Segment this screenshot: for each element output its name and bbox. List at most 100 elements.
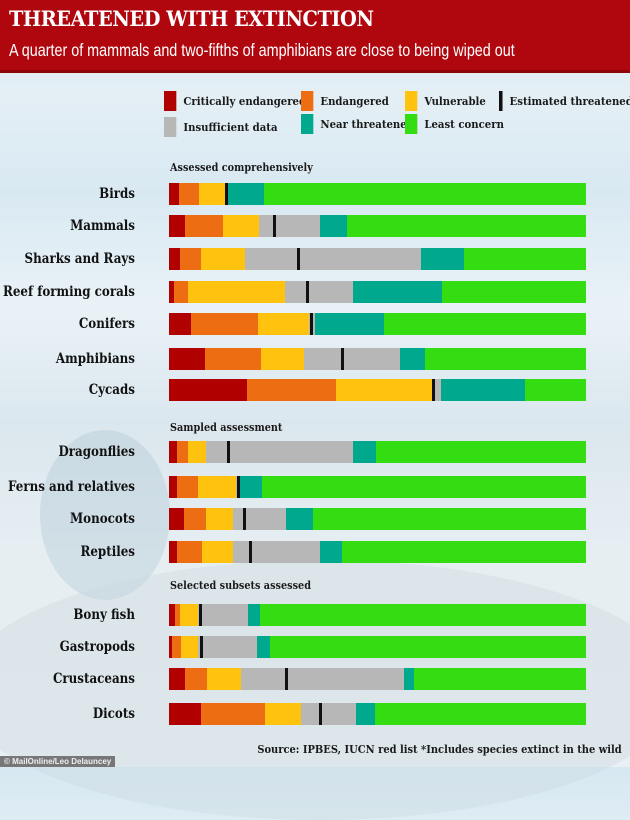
- segment-least-concern: [463, 248, 586, 270]
- segment-endangered: [201, 703, 265, 725]
- segment-critically-endangered: [169, 313, 192, 335]
- segment-vulnerable: [199, 183, 225, 205]
- segment-endangered: [204, 348, 261, 370]
- segment-vulnerable: [200, 248, 245, 270]
- segment-insufficient-data: [197, 604, 248, 626]
- segment-critically-endangered: [169, 379, 247, 401]
- segment-vulnerable: [187, 441, 206, 463]
- segment-insufficient-data: [258, 215, 320, 237]
- segment-vulnerable: [260, 348, 304, 370]
- legend-label: Near threatened: [320, 117, 414, 131]
- estimated-threatened-swatch: [499, 91, 503, 111]
- legend-label: Endangered: [320, 94, 389, 108]
- segment-insufficient-data: [198, 636, 257, 658]
- least-concern-swatch: [405, 114, 418, 134]
- segment-near-threatened: [314, 313, 384, 335]
- row-label-dragonflies: Dragonflies: [58, 444, 135, 460]
- segment-least-concern: [261, 476, 586, 498]
- legend-label: Insufficient data: [183, 120, 278, 134]
- segment-near-threatened: [420, 248, 464, 270]
- segment-near-threatened: [247, 604, 260, 626]
- segment-endangered: [171, 636, 182, 658]
- segment-near-threatened: [440, 379, 525, 401]
- row-label-reef-forming-corals: Reef forming corals: [2, 284, 136, 300]
- segment-endangered: [176, 476, 198, 498]
- bar-mammals: [169, 215, 586, 237]
- segment-least-concern: [424, 348, 586, 370]
- segment-critically-endangered: [169, 668, 185, 690]
- bar-dragonflies: [169, 441, 586, 463]
- section-label-sampled-assessment: Sampled assessment: [170, 421, 283, 434]
- row-label-cycads: Cycads: [88, 382, 135, 398]
- bar-ferns-and-relatives: [169, 476, 586, 498]
- estimated-threatened-marker: [310, 313, 314, 335]
- estimated-threatened-marker: [285, 668, 289, 690]
- bar-conifers: [169, 313, 586, 335]
- segment-vulnerable: [179, 604, 198, 626]
- segment-least-concern: [342, 541, 586, 563]
- segment-least-concern: [259, 604, 586, 626]
- legend-item-insufficient-data: Insufficient data: [164, 117, 278, 137]
- bar-monocots: [169, 508, 586, 530]
- row-label-bony-fish: Bony fish: [73, 607, 135, 623]
- segment-vulnerable: [258, 313, 310, 335]
- vulnerable-swatch: [405, 91, 418, 111]
- segment-insufficient-data: [232, 541, 320, 563]
- segment-critically-endangered: [169, 215, 185, 237]
- legend-item-near-threatened: Near threatened: [301, 114, 414, 134]
- segment-near-threatened: [238, 476, 262, 498]
- segment-near-threatened: [399, 348, 425, 370]
- segment-critically-endangered: [169, 476, 177, 498]
- segment-insufficient-data: [244, 248, 421, 270]
- legend-item-least-concern: Least concern: [405, 114, 504, 134]
- bar-crustaceans: [169, 668, 586, 690]
- section-label-selected-subsets-assessed: Selected subsets assessed: [170, 579, 311, 592]
- legend-item-estimated-threatened: Estimated threatened: [499, 91, 630, 111]
- segment-critically-endangered: [169, 604, 175, 626]
- segment-near-threatened: [286, 508, 314, 530]
- estimated-threatened-marker: [318, 703, 322, 725]
- photo-credit: © MailOnline/Leo Delauncey: [0, 756, 116, 767]
- segment-endangered: [184, 668, 207, 690]
- legend-label: Least concern: [424, 117, 504, 131]
- section-label-assessed-comprehensively: Assessed comprehensively: [170, 161, 313, 174]
- background-ground-shape: [0, 560, 630, 820]
- segment-near-threatened: [352, 441, 376, 463]
- critically-endangered-swatch: [164, 91, 177, 111]
- legend-label: Critically endangered: [183, 94, 307, 108]
- bar-bony-fish: [169, 604, 586, 626]
- estimated-threatened-marker: [198, 604, 202, 626]
- segment-endangered: [176, 541, 202, 563]
- near-threatened-swatch: [301, 114, 314, 134]
- source-note: Source: IPBES, IUCN red list *Includes s…: [257, 742, 622, 756]
- segment-vulnerable: [201, 541, 233, 563]
- segment-critically-endangered: [169, 281, 174, 303]
- bar-sharks-and-rays: [169, 248, 586, 270]
- legend-label: Vulnerable: [424, 94, 486, 108]
- segment-critically-endangered: [169, 703, 202, 725]
- segment-vulnerable: [206, 508, 234, 530]
- segment-critically-endangered: [169, 248, 180, 270]
- row-label-amphibians: Amphibians: [55, 351, 135, 367]
- row-label-ferns-and-relatives: Ferns and relatives: [7, 479, 135, 495]
- estimated-threatened-marker: [306, 281, 310, 303]
- segment-insufficient-data: [431, 379, 441, 401]
- row-label-conifers: Conifers: [78, 316, 135, 332]
- row-label-birds: Birds: [99, 186, 135, 202]
- estimated-threatened-marker: [243, 508, 247, 530]
- bar-amphibians: [169, 348, 586, 370]
- segment-near-threatened: [319, 541, 343, 563]
- estimated-threatened-marker: [225, 183, 229, 205]
- legend-label: Estimated threatened: [509, 94, 630, 108]
- estimated-threatened-marker: [341, 348, 345, 370]
- legend-item-endangered: Endangered: [301, 91, 389, 111]
- segment-near-threatened: [227, 183, 264, 205]
- segment-vulnerable: [335, 379, 432, 401]
- estimated-threatened-marker: [431, 379, 435, 401]
- segment-endangered: [179, 183, 200, 205]
- endangered-swatch: [301, 91, 314, 111]
- row-label-crustaceans: Crustaceans: [52, 671, 135, 687]
- chart-subtitle: A quarter of mammals and two-fifths of a…: [9, 40, 515, 60]
- row-label-sharks-and-rays: Sharks and Rays: [24, 251, 135, 267]
- row-label-gastropods: Gastropods: [59, 639, 135, 655]
